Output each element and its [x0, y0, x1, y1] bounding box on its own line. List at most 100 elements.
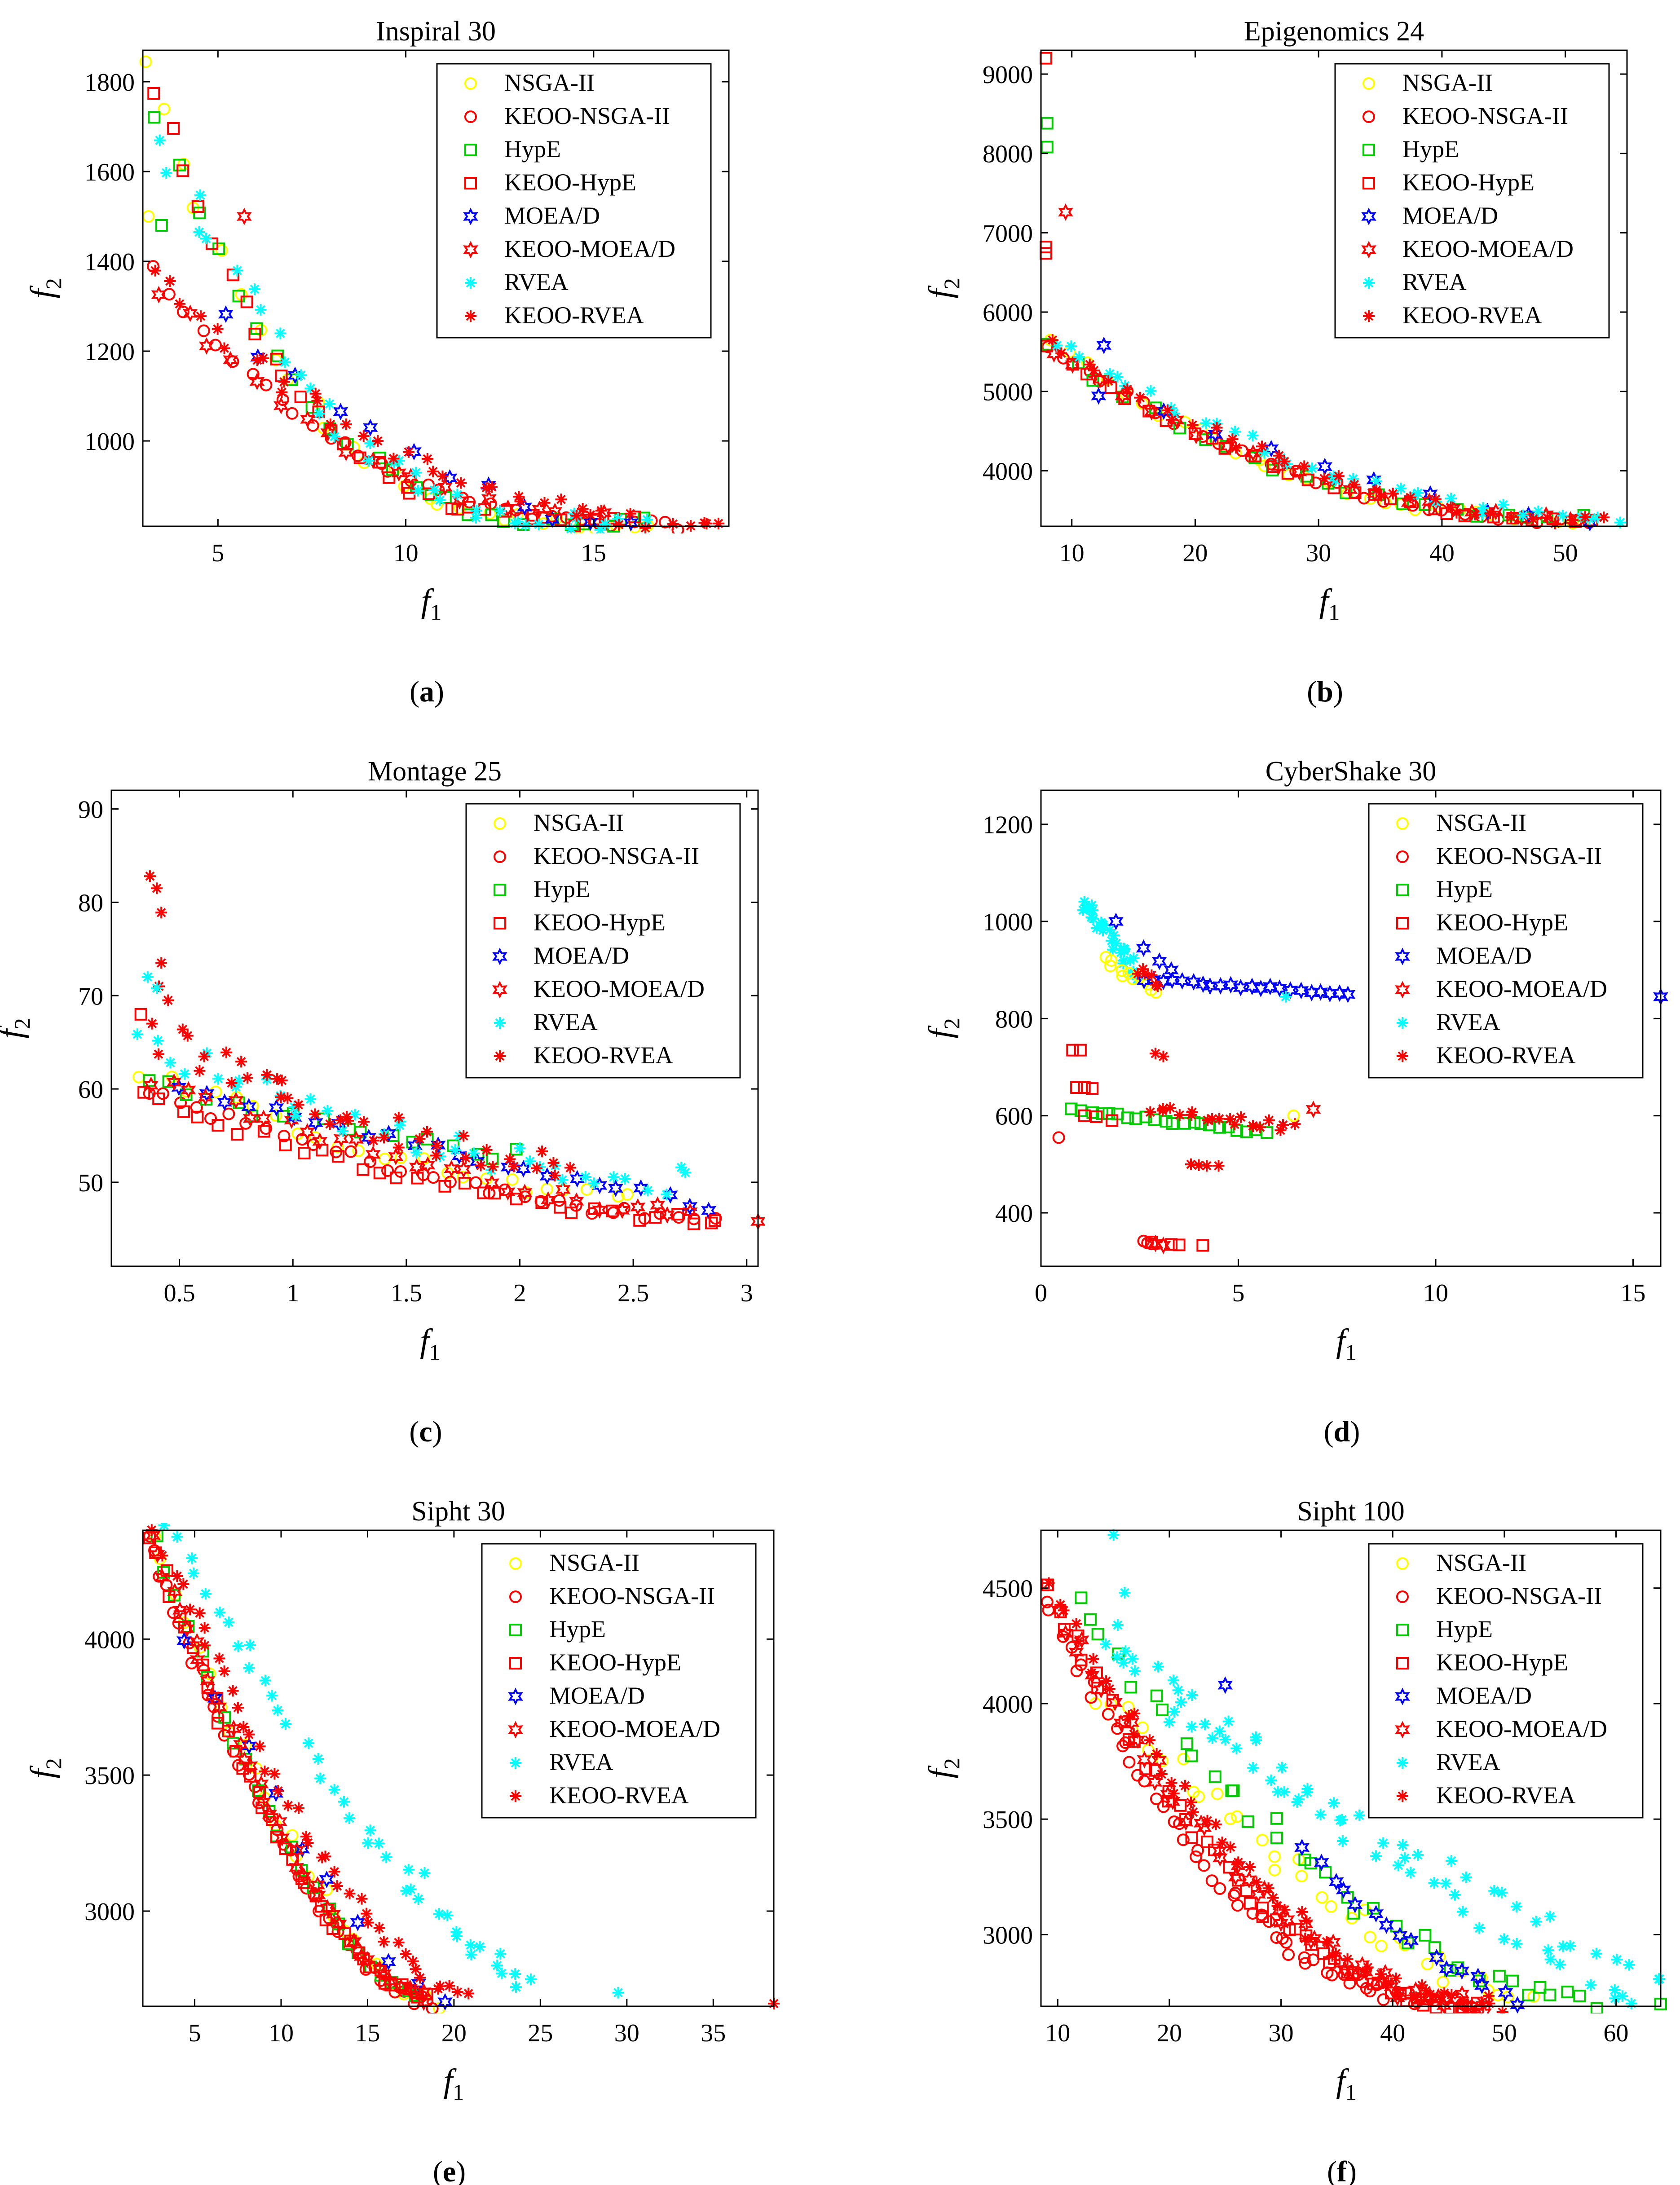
y-tick-label: 80 — [78, 889, 103, 917]
data-point — [198, 1050, 210, 1062]
y-tick-label: 3500 — [983, 1806, 1033, 1834]
series-extra-points — [1039, 52, 1112, 354]
data-point — [262, 1805, 277, 1823]
data-point — [1334, 1815, 1346, 1827]
data-point — [338, 1796, 350, 1808]
data-point — [1157, 1103, 1169, 1115]
data-point — [579, 1171, 591, 1183]
chart-panel-d: 0 5 10 15 400 600 800 1000 1200 CyberShake 30 f1 f2… — [922, 756, 1668, 1448]
legend-item: NSGA-II — [509, 1549, 639, 1576]
chart-title: Montage 25 — [368, 756, 502, 787]
data-point — [488, 1187, 501, 1200]
data-point — [364, 1155, 377, 1168]
data-point — [324, 418, 336, 431]
legend-marker — [465, 277, 476, 289]
data-point — [1267, 460, 1280, 473]
data-point — [248, 327, 261, 340]
data-point — [487, 1161, 499, 1173]
data-point — [1501, 1991, 1514, 2004]
legend-item: KEOO-NSGA-II — [494, 842, 699, 869]
data-point — [1470, 1967, 1486, 1985]
legend-item: KEOO-MOEA/D — [463, 235, 675, 262]
series-moea-d — [176, 1632, 453, 2011]
data-point — [580, 1183, 593, 1196]
data-point — [1186, 1721, 1198, 1733]
data-point — [1379, 1916, 1394, 1934]
data-point — [231, 1128, 244, 1141]
data-point — [496, 1967, 508, 1979]
data-point — [1261, 1126, 1274, 1139]
legend-item: RVEA — [494, 1009, 598, 1035]
data-point — [294, 390, 307, 403]
legend-label: RVEA — [1436, 1009, 1500, 1035]
data-point — [320, 424, 336, 442]
data-point — [142, 210, 155, 223]
data-point — [319, 1913, 332, 1926]
data-point — [421, 1126, 433, 1138]
data-point — [1363, 1930, 1376, 1943]
data-point — [1375, 1968, 1387, 1980]
data-point — [215, 244, 228, 257]
data-point — [412, 485, 424, 497]
legend-label: KEOO-MOEA/D — [534, 975, 705, 1002]
data-point — [1484, 507, 1496, 520]
data-point — [132, 1070, 146, 1084]
data-point — [1313, 983, 1328, 1001]
data-point — [213, 1652, 225, 1665]
data-point — [1168, 1788, 1180, 1800]
data-point — [1102, 1708, 1115, 1721]
data-point — [1424, 1988, 1436, 2000]
data-point — [427, 466, 439, 478]
data-point — [1399, 1852, 1411, 1864]
legend: NSGA-II KEOO-NSGA-II HypE KEOO-HypE MOEA/D KE… — [1368, 1543, 1644, 1819]
data-point — [508, 1160, 520, 1172]
data-point — [249, 283, 261, 295]
data-point — [1319, 1866, 1332, 1879]
data-point — [1279, 455, 1291, 467]
data-point — [416, 1983, 432, 2001]
data-point — [463, 1987, 475, 2000]
data-point — [226, 1719, 242, 1737]
data-point — [349, 1108, 361, 1120]
legend-marker — [509, 1557, 522, 1570]
data-point — [612, 1987, 624, 1999]
data-point — [1168, 1674, 1180, 1687]
legend-label: MOEA/D — [1402, 202, 1498, 229]
data-point — [1358, 1963, 1374, 1981]
data-point — [1262, 1882, 1274, 1894]
data-point — [608, 1171, 620, 1183]
y-tick-label: 4000 — [983, 1691, 1033, 1718]
data-point — [348, 1130, 364, 1148]
data-point — [1268, 1863, 1281, 1877]
data-point — [1268, 1850, 1281, 1863]
legend-label: KEOO-HypE — [504, 169, 636, 196]
data-point — [430, 1136, 446, 1154]
data-point — [1163, 1716, 1175, 1728]
data-point — [556, 1174, 569, 1186]
y-tick-label: 3000 — [84, 1898, 135, 1926]
data-point — [679, 1167, 692, 1179]
data-point — [500, 499, 516, 517]
legend: NSGA-II KEOO-NSGA-II HypE KEOO-HypE MOEA/D KE… — [465, 803, 741, 1079]
legend-item: NSGA-II — [1396, 809, 1526, 836]
data-point — [143, 1074, 156, 1087]
plot-area — [1041, 1529, 1667, 2013]
data-point — [1200, 1835, 1213, 1848]
data-point — [1328, 1797, 1340, 1809]
data-point — [243, 1662, 255, 1674]
data-point — [1058, 1604, 1070, 1617]
data-point — [1174, 972, 1190, 990]
legend-item: KEOO-HypE — [509, 1649, 681, 1676]
data-point — [410, 1146, 423, 1159]
data-point — [1295, 1870, 1308, 1883]
data-point — [484, 1174, 500, 1192]
x-tick-label: 60 — [1604, 2019, 1629, 2047]
data-point — [1477, 507, 1489, 520]
data-point — [187, 1567, 199, 1579]
data-point — [1543, 1988, 1557, 2001]
data-point — [204, 1112, 217, 1125]
data-point — [1566, 514, 1579, 526]
data-point — [433, 1908, 445, 1920]
data-point — [1330, 1947, 1342, 1960]
